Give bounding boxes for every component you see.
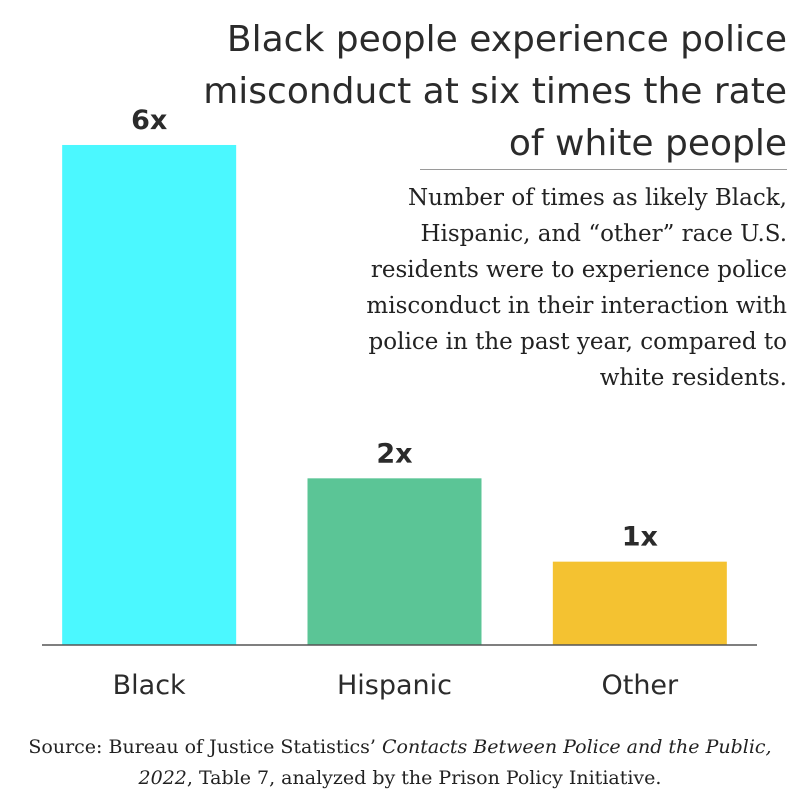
chart-subtitle: Number of times as likely Black, Hispani…: [366, 185, 787, 391]
bar-hispanic: [307, 478, 482, 645]
bar-other: [552, 561, 727, 645]
source-prefix: Source: Bureau of Justice Statistics’: [28, 736, 382, 758]
bar-black: [62, 144, 237, 645]
category-label-hispanic: Hispanic: [337, 670, 452, 701]
title-divider: [420, 169, 787, 170]
data-label-black: 6x: [131, 105, 167, 136]
labels-group: 6x Black 2x Hispanic 1x Other: [113, 105, 679, 701]
source-note: Source: Bureau of Justice Statistics’ Co…: [0, 732, 800, 794]
data-label-other: 1x: [622, 522, 658, 553]
data-label-hispanic: 2x: [376, 438, 412, 469]
category-label-other: Other: [601, 670, 679, 701]
bars-group: [62, 144, 727, 645]
chart-title: Black people experience police misconduc…: [203, 19, 787, 164]
source-publication: Contacts Between Police and the Public, …: [138, 736, 772, 789]
source-suffix: , Table 7, analyzed by the Prison Policy…: [186, 767, 662, 789]
category-label-black: Black: [113, 670, 186, 701]
